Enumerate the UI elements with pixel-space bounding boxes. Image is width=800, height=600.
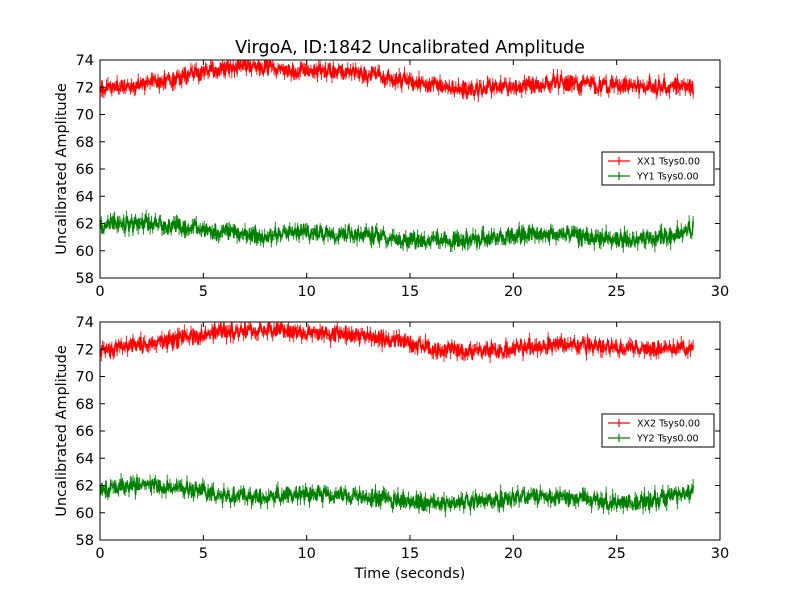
x-tick-label: 15 xyxy=(401,284,419,300)
series-xx2 xyxy=(100,322,694,364)
subplot-2: 0 5 10 15 20 25 30 58 60 62 64 66 68 70 72 74 Uncalibrat… xyxy=(54,315,729,562)
legend-entry: YY1 Tsys0.00 xyxy=(636,172,699,183)
y-tick-label: 66 xyxy=(76,424,94,440)
x-tick-label: 20 xyxy=(504,546,522,562)
y-tick-label: 62 xyxy=(76,479,94,495)
series-xx1 xyxy=(100,60,694,103)
x-tick-label: 20 xyxy=(504,284,522,300)
y-tick-label: 62 xyxy=(76,217,94,233)
x-tick-label: 30 xyxy=(711,284,729,300)
y-tick-label: 70 xyxy=(76,370,94,386)
x-tick-label: 0 xyxy=(95,546,104,562)
y-tick-label: 60 xyxy=(76,244,94,260)
figure-title: VirgoA, ID:1842 Uncalibrated Amplitude xyxy=(235,38,585,58)
y-tick-label: 58 xyxy=(76,271,94,287)
x-tick-label: 0 xyxy=(95,284,104,300)
y-tick-label: 68 xyxy=(76,135,94,151)
y-axis-label: Uncalibrated Amplitude xyxy=(54,83,70,255)
x-tick-label: 5 xyxy=(199,284,208,300)
legend: XX2 Tsys0.00 YY2 Tsys0.00 xyxy=(601,413,715,448)
legend-entry: XX1 Tsys0.00 xyxy=(637,157,700,168)
y-tick-label: 74 xyxy=(76,53,94,69)
y-tick-label: 64 xyxy=(76,451,94,467)
y-tick-label: 58 xyxy=(76,533,94,549)
legend-entry: YY2 Tsys0.00 xyxy=(636,434,699,445)
y-tick-label: 60 xyxy=(76,506,94,522)
y-tick-label: 68 xyxy=(76,397,94,413)
legend-entry: XX2 Tsys0.00 xyxy=(637,419,700,430)
y-tick-label: 66 xyxy=(76,162,94,178)
subplot-1: 0 5 10 15 20 25 30 58 60 62 64 66 68 70 72 74 Uncalibrat… xyxy=(54,53,729,300)
y-tick-label: 74 xyxy=(76,315,94,331)
x-tick-label: 10 xyxy=(297,284,315,300)
x-tick-label: 15 xyxy=(401,546,419,562)
series-yy2 xyxy=(100,473,694,518)
x-axis-label: Time (seconds) xyxy=(354,566,466,582)
y-tick-label: 64 xyxy=(76,189,94,205)
legend: XX1 Tsys0.00 YY1 Tsys0.00 xyxy=(601,151,715,186)
x-tick-label: 25 xyxy=(607,284,625,300)
y-axis-label: Uncalibrated Amplitude xyxy=(54,345,70,517)
x-tick-label: 10 xyxy=(297,546,315,562)
x-tick-label: 30 xyxy=(711,546,729,562)
y-tick-label: 70 xyxy=(76,108,94,124)
y-tick-label: 72 xyxy=(76,342,94,358)
y-tick-label: 72 xyxy=(76,80,94,96)
x-tick-label: 5 xyxy=(199,546,208,562)
series-yy1 xyxy=(100,210,694,253)
x-tick-label: 25 xyxy=(607,546,625,562)
